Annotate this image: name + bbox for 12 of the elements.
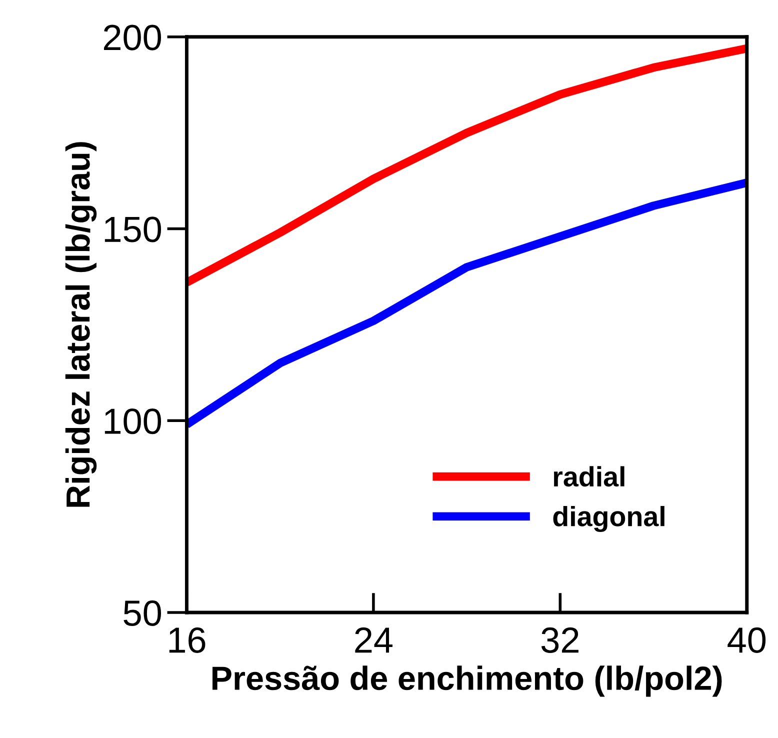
y-tick-label: 50 <box>124 600 162 626</box>
legend-label: diagonal <box>553 506 664 532</box>
y-axis-title: Rigidez lateral (lb/grau) <box>65 142 97 507</box>
legend-label: radial <box>554 466 624 487</box>
x-tick-label: 24 <box>355 627 392 653</box>
y-tick-label: 150 <box>104 216 162 242</box>
x-tick-label: 16 <box>169 627 206 653</box>
y-tick-label: 200 <box>104 24 162 50</box>
x-tick-label: 32 <box>541 627 578 653</box>
x-tick-label: 40 <box>728 627 766 653</box>
x-axis-title: Pressão de enchimento (lb/pol2) <box>212 666 722 697</box>
y-tick-label: 100 <box>104 408 162 434</box>
